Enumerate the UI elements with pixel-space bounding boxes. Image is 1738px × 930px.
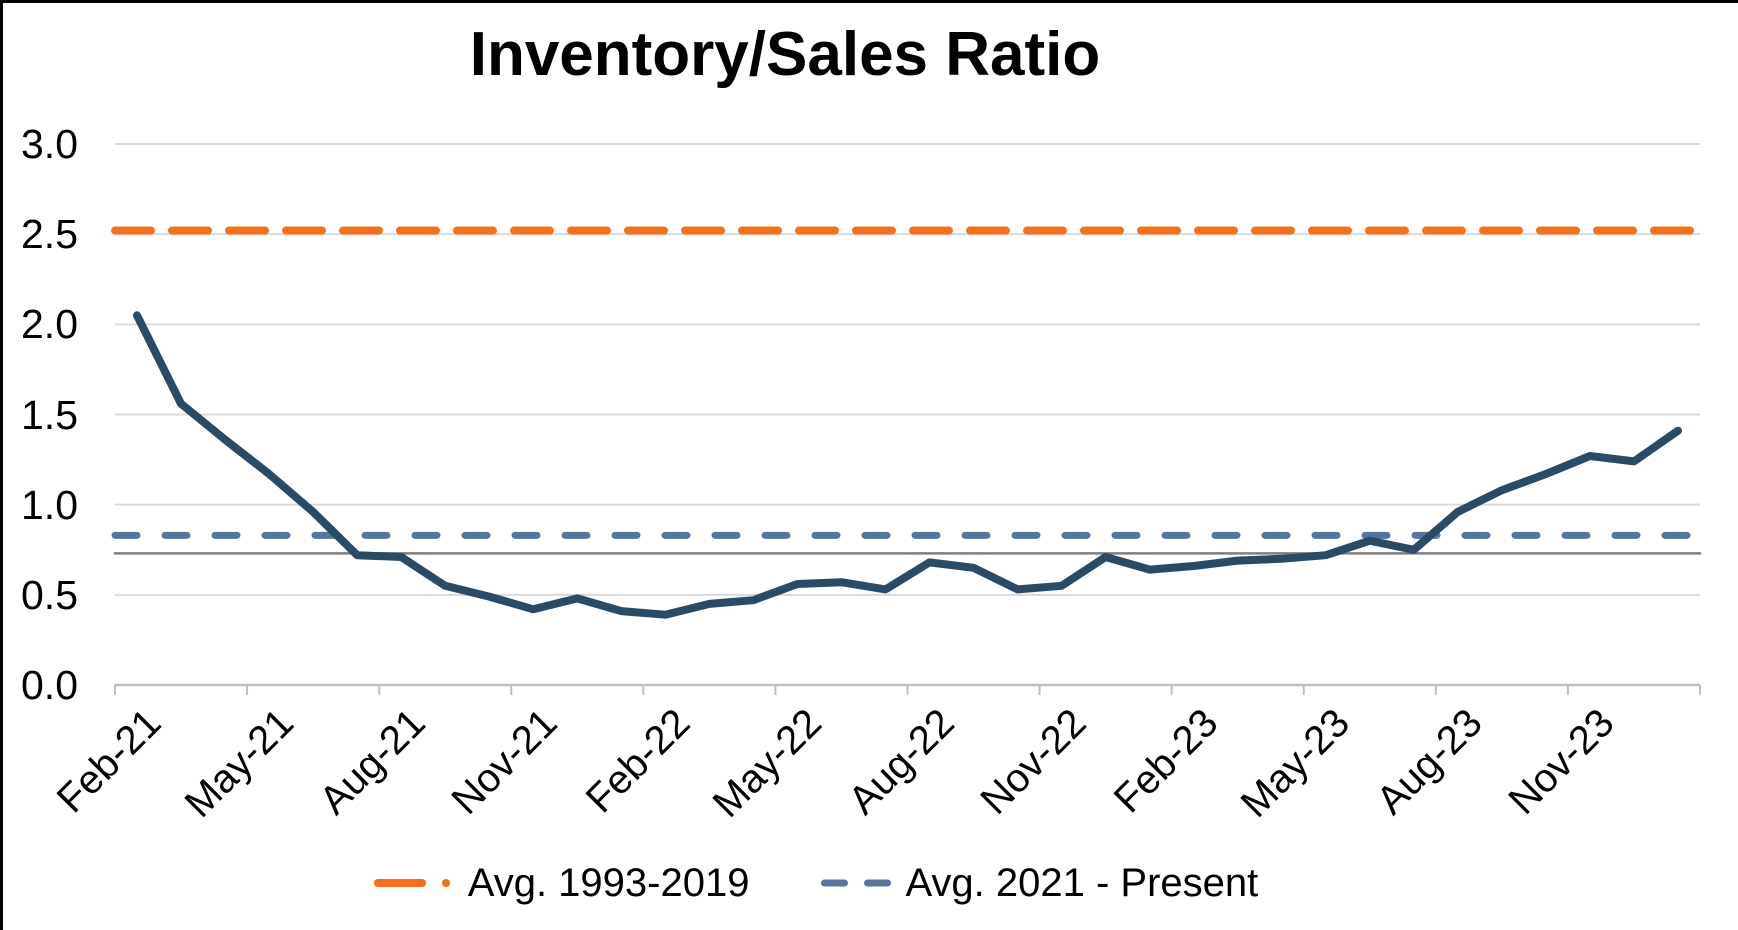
y-tick-label: 0.0 <box>21 662 78 708</box>
y-tick-label: 3.0 <box>21 121 78 167</box>
y-tick-label: 2.5 <box>21 211 78 258</box>
y-tick-label: 0.5 <box>21 571 78 618</box>
series-line-inventory-sales-ratio <box>133 311 1682 619</box>
legend-label-avg-2021-present: Avg. 2021 - Present <box>905 860 1259 905</box>
y-tick-label: 1.0 <box>21 481 78 528</box>
blue-dashed-line-icon <box>821 879 892 887</box>
legend-item-avg-1993-2019: Avg. 1993-2019 <box>373 860 750 906</box>
plot-area <box>111 143 1704 695</box>
legend-label-avg-1993-2019: Avg. 1993-2019 <box>467 860 750 905</box>
y-tick-label: 2.0 <box>21 301 78 348</box>
legend-item-avg-2021-present: Avg. 2021 - Present <box>821 861 1258 906</box>
legend: Avg. 1993-2019 Avg. 2021 - Present <box>3 855 1629 911</box>
y-tick-label: 1.5 <box>21 391 78 438</box>
orange-dash-dot-line-icon <box>373 879 450 887</box>
chart-title: Inventory/Sales Ratio <box>469 20 1101 89</box>
